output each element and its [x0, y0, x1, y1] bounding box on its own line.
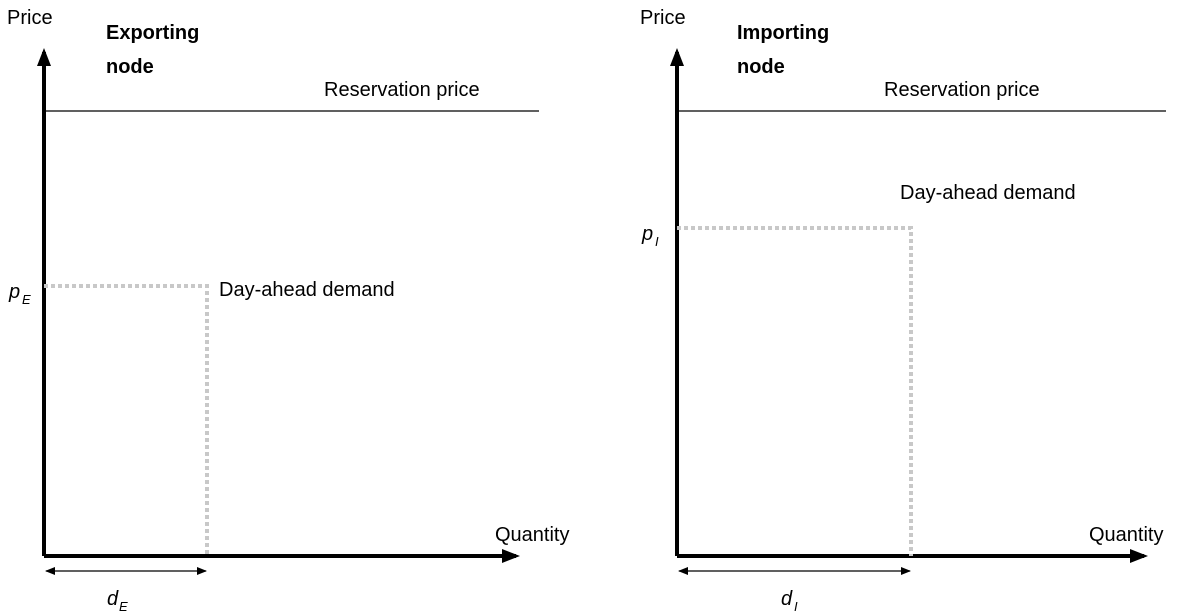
importing-quantity-symbol-subscript: I — [794, 599, 798, 614]
exporting-node-panel: Price Exporting node Reservation price D… — [7, 7, 569, 614]
exporting-demand-dotted-guide — [44, 284, 209, 556]
exporting-quantity-symbol-main: d — [107, 588, 119, 610]
exporting-x-axis-label: Quantity — [495, 524, 569, 546]
importing-title-line1: Importing — [737, 22, 829, 44]
importing-price-symbol: p I — [641, 223, 659, 249]
importing-reservation-price-label: Reservation price — [884, 79, 1040, 101]
exporting-reservation-price-label: Reservation price — [324, 79, 480, 101]
exporting-title-line2: node — [106, 56, 154, 78]
importing-title-line2: node — [737, 56, 785, 78]
importing-node-panel: Price Importing node Reservation price D… — [640, 7, 1166, 614]
importing-demand-dotted-guide — [677, 226, 913, 556]
importing-price-symbol-subscript: I — [655, 234, 659, 249]
importing-x-axis-label: Quantity — [1089, 524, 1163, 546]
exporting-price-symbol-main: p — [8, 281, 20, 303]
exporting-price-symbol: p E — [8, 281, 31, 307]
exporting-quantity-symbol-subscript: E — [119, 599, 128, 614]
exporting-price-symbol-subscript: E — [22, 292, 31, 307]
importing-demand-label: Day-ahead demand — [900, 182, 1076, 204]
exporting-title-line1: Exporting — [106, 22, 199, 44]
importing-y-axis-label: Price — [640, 7, 686, 29]
importing-quantity-symbol: d I — [781, 588, 798, 614]
exporting-demand-label: Day-ahead demand — [219, 279, 395, 301]
importing-quantity-symbol-main: d — [781, 588, 793, 610]
importing-price-symbol-main: p — [641, 223, 653, 245]
exporting-y-axis-label: Price — [7, 7, 53, 29]
exporting-quantity-symbol: d E — [107, 588, 128, 614]
